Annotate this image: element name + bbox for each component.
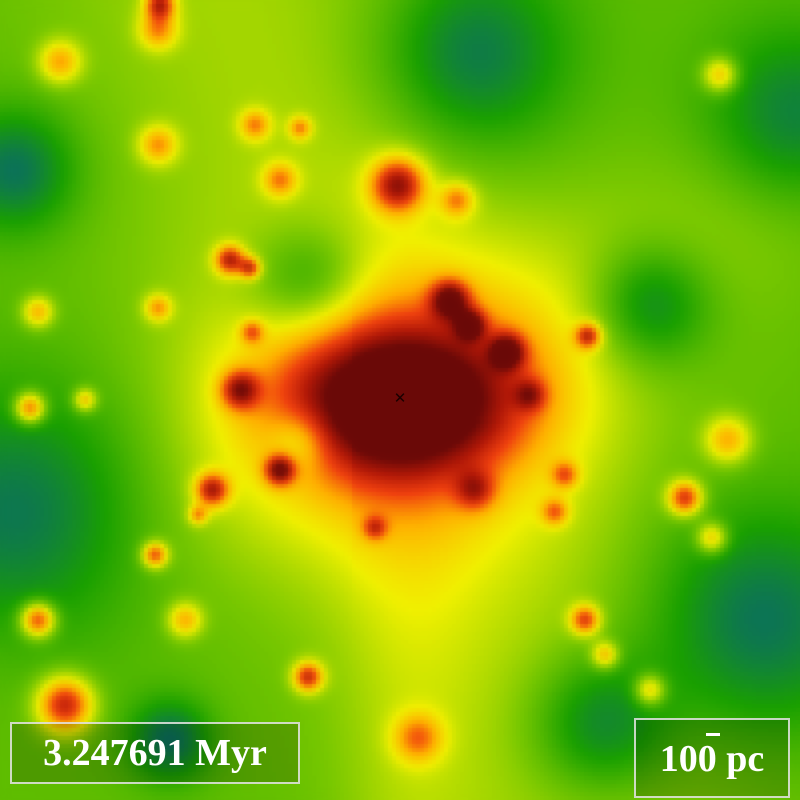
scale-bar — [706, 732, 720, 736]
cross-marker-icon: ✕ — [393, 389, 407, 407]
scale-bar-box: 100 pc — [634, 718, 790, 798]
scale-label: 100 pc — [659, 737, 765, 780]
time-label-box: 3.247691 Myr — [10, 722, 300, 784]
time-label: 3.247691 Myr — [43, 732, 267, 774]
